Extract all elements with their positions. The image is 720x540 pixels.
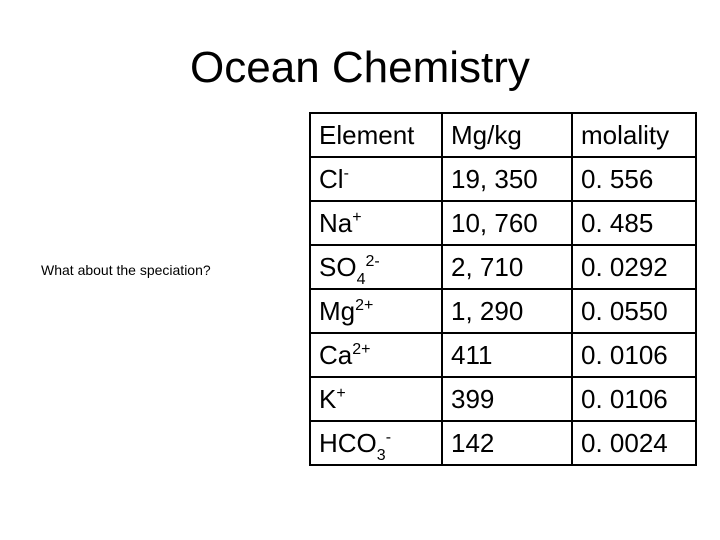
molality-cell: 0. 0292 xyxy=(571,244,697,290)
molality-cell: 0. 0106 xyxy=(571,332,697,378)
mg-per-kg-cell: 399 xyxy=(441,376,573,422)
element-cell: Ca2+ xyxy=(309,332,443,378)
ion-table-container: Element Mg/kg molality Cl- 19, 350 0. 55… xyxy=(309,112,697,466)
element-cell: Mg2+ xyxy=(309,288,443,334)
ion-symbol: Na xyxy=(319,208,353,238)
element-cell: SO42- xyxy=(309,244,443,290)
ion-charge: 2+ xyxy=(355,297,374,314)
table-row: HCO3- 142 0. 0024 xyxy=(309,420,697,466)
header-molality: molality xyxy=(571,112,697,158)
ion-charge: 2- xyxy=(365,253,380,270)
element-cell: Na+ xyxy=(309,200,443,246)
ion-charge: - xyxy=(385,429,392,446)
element-cell: HCO3- xyxy=(309,420,443,466)
molality-cell: 0. 485 xyxy=(571,200,697,246)
header-mg-per-kg: Mg/kg xyxy=(441,112,573,158)
speciation-note: What about the speciation? xyxy=(41,262,211,278)
molality-cell: 0. 556 xyxy=(571,156,697,202)
ion-symbol: HCO xyxy=(319,428,377,458)
slide-title: Ocean Chemistry xyxy=(190,43,530,92)
mg-per-kg-cell: 10, 760 xyxy=(441,200,573,246)
ion-charge: + xyxy=(352,209,362,226)
ion-charge: - xyxy=(343,165,349,182)
ion-charge: + xyxy=(336,385,346,402)
table-row: SO42- 2, 710 0. 0292 xyxy=(309,244,697,290)
element-cell: K+ xyxy=(309,376,443,422)
ion-charge: 2+ xyxy=(352,341,371,358)
table-row: Mg2+ 1, 290 0. 0550 xyxy=(309,288,697,334)
mg-per-kg-cell: 19, 350 xyxy=(441,156,573,202)
ion-symbol: SO xyxy=(319,252,357,282)
table-row: K+ 399 0. 0106 xyxy=(309,376,697,422)
ion-subscript: 4 xyxy=(356,271,366,288)
ion-symbol: K xyxy=(319,384,337,414)
mg-per-kg-cell: 142 xyxy=(441,420,573,466)
molality-cell: 0. 0550 xyxy=(571,288,697,334)
table-row: Ca2+ 411 0. 0106 xyxy=(309,332,697,378)
mg-per-kg-cell: 1, 290 xyxy=(441,288,573,334)
header-element: Element xyxy=(309,112,443,158)
ion-subscript: 3 xyxy=(376,447,386,464)
molality-cell: 0. 0106 xyxy=(571,376,697,422)
mg-per-kg-cell: 411 xyxy=(441,332,573,378)
mg-per-kg-cell: 2, 710 xyxy=(441,244,573,290)
table-header-row: Element Mg/kg molality xyxy=(309,112,697,158)
ion-symbol: Cl xyxy=(319,164,344,194)
molality-cell: 0. 0024 xyxy=(571,420,697,466)
table-row: Cl- 19, 350 0. 556 xyxy=(309,156,697,202)
ion-symbol: Ca xyxy=(319,340,353,370)
ion-symbol: Mg xyxy=(319,296,356,326)
element-cell: Cl- xyxy=(309,156,443,202)
table-row: Na+ 10, 760 0. 485 xyxy=(309,200,697,246)
ion-concentration-table: Element Mg/kg molality Cl- 19, 350 0. 55… xyxy=(309,112,697,466)
